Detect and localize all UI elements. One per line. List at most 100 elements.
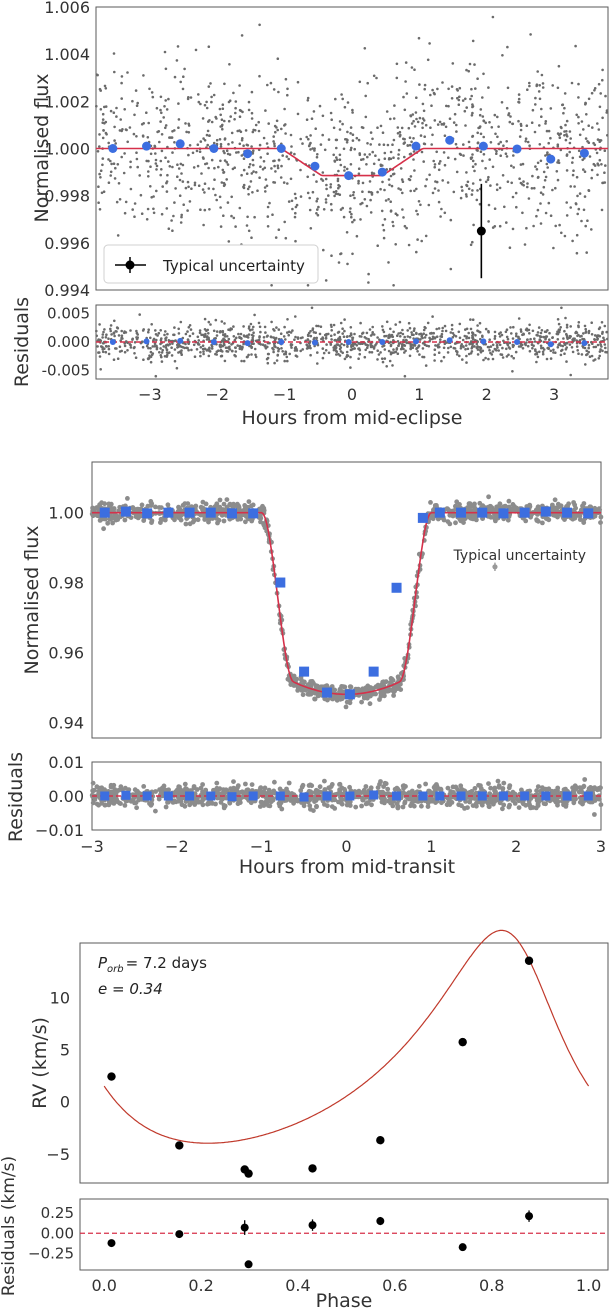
- raw-flux-point: [601, 68, 604, 72]
- raw-flux-point: [418, 116, 422, 120]
- raw-flux-point: [405, 226, 408, 230]
- raw-flux-point: [471, 182, 475, 185]
- raw-flux-point: [177, 126, 180, 129]
- raw-flux-point: [159, 95, 163, 99]
- raw-residual-point: [107, 345, 110, 348]
- raw-residual-point: [556, 338, 560, 341]
- raw-flux-point: [154, 162, 158, 165]
- raw-residual-point: [306, 338, 310, 342]
- raw-residual-point: [574, 330, 578, 334]
- raw-flux-point: [568, 150, 571, 154]
- raw-residual-point: [585, 353, 588, 357]
- raw-flux-point: [160, 133, 164, 136]
- raw-residual-point: [397, 332, 400, 335]
- raw-flux-point: [109, 174, 112, 177]
- raw-residual-point: [337, 799, 343, 805]
- raw-flux-point: [508, 120, 512, 124]
- x-tick-label: 0.2: [188, 1276, 213, 1295]
- raw-residual-point: [314, 331, 318, 335]
- raw-flux-point: [521, 211, 524, 215]
- raw-residual-point: [101, 333, 105, 336]
- raw-flux-point: [569, 137, 572, 140]
- raw-residual-point: [571, 350, 575, 354]
- raw-residual-point: [545, 335, 549, 338]
- raw-residual-point: [444, 329, 448, 333]
- raw-flux-point: [178, 194, 182, 197]
- raw-flux-point: [166, 173, 169, 177]
- raw-residual-point: [379, 351, 382, 354]
- raw-residual-point: [351, 342, 355, 345]
- raw-residual-point: [257, 321, 261, 325]
- raw-flux-point: [349, 126, 353, 129]
- raw-flux-point: [394, 243, 398, 246]
- raw-flux-point: [173, 75, 177, 79]
- raw-flux-point: [337, 261, 341, 264]
- raw-flux-point: [133, 113, 136, 117]
- raw-flux-point: [124, 128, 128, 131]
- raw-residual-point: [251, 336, 254, 340]
- raw-residual-point: [598, 802, 604, 808]
- raw-flux-point: [101, 163, 104, 167]
- raw-flux-point: [467, 140, 471, 144]
- raw-flux-point: [437, 168, 441, 172]
- raw-residual-point: [249, 782, 255, 787]
- raw-residual-point: [439, 800, 444, 806]
- raw-residual-point: [349, 355, 352, 359]
- raw-flux-point: [536, 208, 540, 212]
- raw-flux-point: [349, 132, 352, 135]
- raw-flux-point: [517, 93, 521, 96]
- raw-flux-point: [357, 179, 360, 183]
- raw-residual-point: [592, 345, 596, 349]
- x-tick-label: −2: [165, 837, 189, 856]
- raw-residual-point: [283, 352, 286, 356]
- raw-residual-point: [315, 336, 319, 340]
- raw-flux-point: [412, 158, 415, 161]
- raw-flux-point: [562, 517, 567, 522]
- raw-flux-point: [150, 91, 154, 94]
- raw-flux-point: [593, 143, 597, 147]
- raw-flux-point: [136, 101, 139, 105]
- raw-residual-point: [199, 346, 203, 349]
- raw-flux-point: [126, 71, 129, 74]
- raw-flux-point: [337, 169, 340, 173]
- raw-residual-point: [321, 356, 325, 360]
- raw-residual-point: [415, 331, 418, 335]
- raw-flux-point: [134, 89, 138, 92]
- raw-residual-point: [215, 334, 219, 337]
- binned-residual-point: [322, 791, 332, 801]
- raw-residual-point: [471, 345, 474, 348]
- raw-residual-point: [570, 785, 575, 791]
- raw-residual-point: [129, 346, 133, 349]
- raw-flux-point: [266, 83, 269, 87]
- rv-residual-point: [244, 1260, 253, 1269]
- raw-residual-point: [410, 799, 416, 805]
- raw-flux-point: [238, 206, 242, 210]
- raw-residual-point: [493, 789, 498, 795]
- raw-residual-point: [360, 335, 363, 338]
- raw-flux-point: [335, 158, 339, 161]
- raw-residual-point: [487, 345, 491, 349]
- raw-flux-point: [472, 505, 478, 511]
- raw-residual-point: [557, 322, 561, 326]
- raw-residual-point: [200, 802, 206, 808]
- raw-residual-point: [184, 332, 188, 336]
- raw-flux-point: [528, 144, 531, 147]
- raw-residual-point: [535, 333, 538, 337]
- raw-residual-point: [322, 351, 326, 355]
- raw-flux-point: [222, 214, 225, 217]
- raw-flux-point: [237, 150, 240, 154]
- raw-flux-point: [188, 144, 192, 147]
- raw-flux-point: [382, 228, 386, 232]
- raw-residual-point: [414, 789, 420, 795]
- raw-flux-point: [603, 171, 606, 174]
- raw-residual-point: [418, 338, 422, 341]
- raw-residual-point: [251, 339, 255, 342]
- raw-residual-point: [147, 330, 150, 334]
- raw-residual-point: [240, 337, 243, 340]
- raw-residual-point: [407, 321, 411, 325]
- eclipse-x-axis-label: Hours from mid-eclipse: [241, 407, 462, 429]
- raw-flux-point: [170, 136, 174, 139]
- raw-residual-point: [476, 353, 480, 356]
- raw-flux-point: [210, 95, 213, 99]
- raw-flux-point: [432, 91, 436, 95]
